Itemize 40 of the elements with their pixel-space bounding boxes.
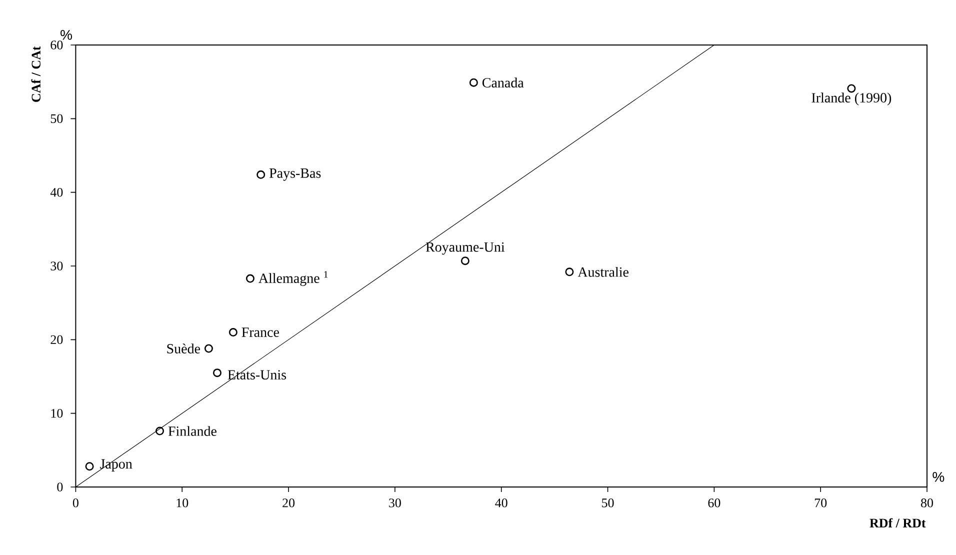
x-tick-label: 10: [176, 498, 188, 508]
annotation: Suède: [167, 344, 200, 354]
text: %: [60, 30, 72, 40]
annotation: Royaume-Uni: [426, 242, 505, 255]
point: [469, 78, 478, 87]
annotation: Pays-Bas: [269, 168, 321, 181]
x-tick-label: 40: [495, 498, 508, 508]
point: [847, 84, 856, 93]
annotation: Finlande: [168, 426, 216, 436]
annotation: Australie: [578, 266, 628, 277]
y-tick-label: 0: [57, 482, 63, 492]
point: [256, 170, 266, 179]
y-tick-label: 20: [50, 335, 63, 344]
point: [156, 426, 164, 436]
annotation: Irlande (1990): [812, 92, 892, 106]
point: [85, 462, 94, 471]
y-tick-label: 30: [50, 262, 63, 270]
annotation: France: [242, 328, 279, 337]
x-axis-title: RDf / RDt: [870, 518, 926, 528]
x-tick-label: 60: [708, 498, 720, 508]
text: %: [932, 472, 944, 482]
x-tick-label: 30: [389, 498, 401, 508]
x-tick-label: 80: [921, 498, 934, 508]
x-tick-label: 20: [282, 498, 295, 508]
annotation: Canada: [482, 78, 524, 88]
annotation: Allemagne $^{1}$: [258, 271, 328, 286]
y-tick-label: 40: [50, 188, 63, 197]
point: [228, 328, 238, 337]
y-tick-label: 60: [50, 40, 63, 50]
x-tick-label: 0: [72, 498, 78, 508]
x-tick-label: 70: [814, 498, 827, 508]
y-tick-label: 50: [50, 114, 63, 124]
point: [212, 368, 222, 378]
y-axis-title: CAf / CAt: [31, 46, 40, 102]
y-tick-label: 10: [51, 408, 63, 418]
point: [565, 268, 574, 276]
point: [460, 256, 470, 266]
x-tick-label: 50: [602, 498, 614, 508]
point: [246, 274, 254, 283]
point: [204, 344, 213, 353]
